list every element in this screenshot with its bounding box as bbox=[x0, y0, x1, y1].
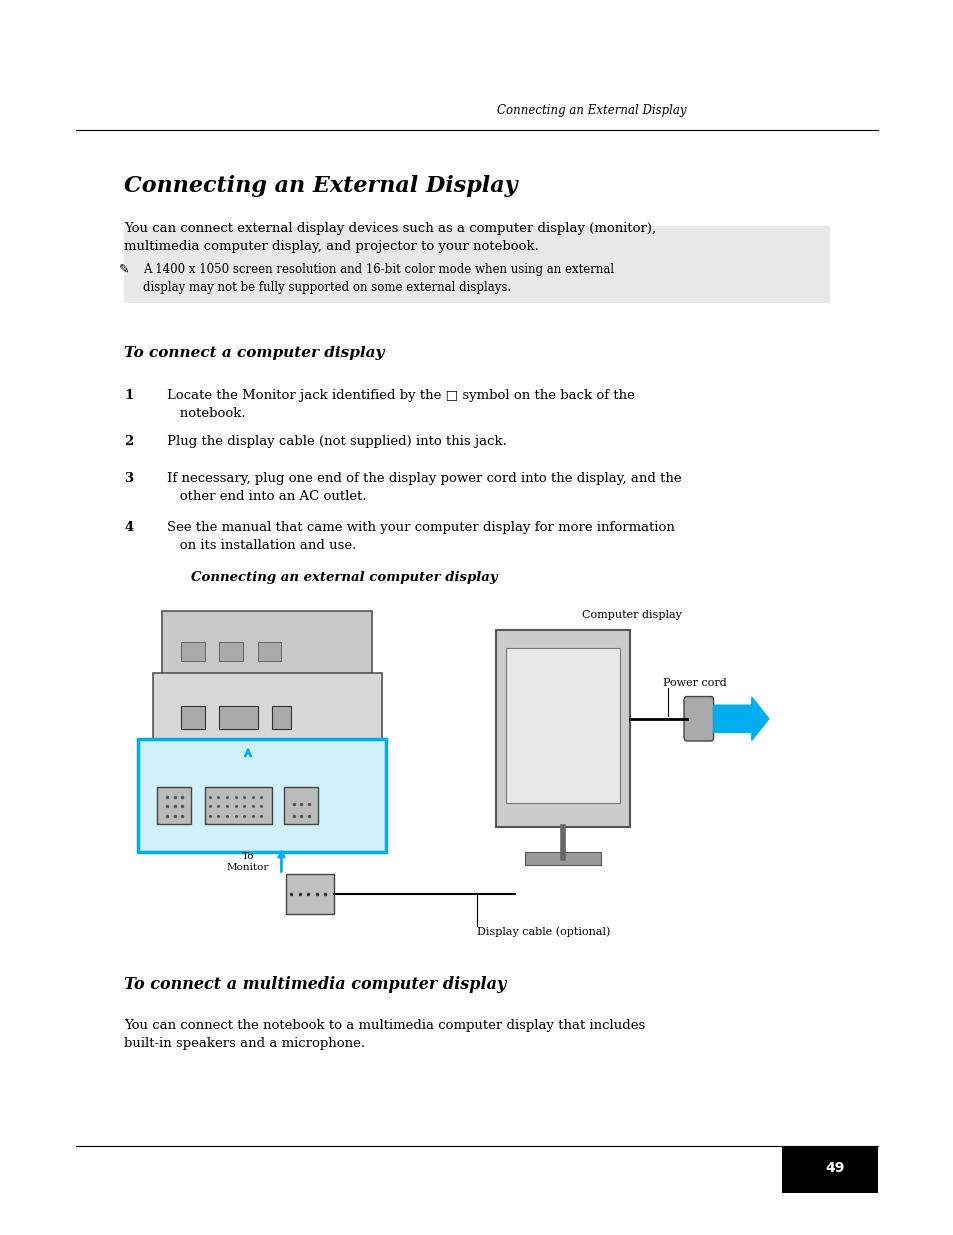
Text: To connect a multimedia computer display: To connect a multimedia computer display bbox=[124, 976, 506, 993]
Text: ✎: ✎ bbox=[119, 263, 130, 277]
Text: If necessary, plug one end of the display power cord into the display, and the
 : If necessary, plug one end of the displa… bbox=[167, 472, 680, 503]
Text: Plug the display cable (not supplied) into this jack.: Plug the display cable (not supplied) in… bbox=[167, 435, 506, 448]
FancyBboxPatch shape bbox=[284, 787, 317, 824]
FancyBboxPatch shape bbox=[524, 852, 600, 864]
FancyBboxPatch shape bbox=[505, 648, 619, 803]
Text: Computer display: Computer display bbox=[581, 610, 681, 620]
Text: Locate the Monitor jack identified by the □ symbol on the back of the
   noteboo: Locate the Monitor jack identified by th… bbox=[167, 389, 634, 420]
Text: A 1400 x 1050 screen resolution and 16-bit color mode when using an external
dis: A 1400 x 1050 screen resolution and 16-b… bbox=[143, 263, 614, 294]
FancyBboxPatch shape bbox=[219, 642, 243, 661]
FancyBboxPatch shape bbox=[181, 706, 205, 729]
Text: Connecting an External Display: Connecting an External Display bbox=[124, 175, 517, 198]
Text: See the manual that came with your computer display for more information
   on i: See the manual that came with your compu… bbox=[167, 521, 674, 552]
Text: Connecting an External Display: Connecting an External Display bbox=[497, 104, 686, 117]
Text: To connect a computer display: To connect a computer display bbox=[124, 346, 384, 359]
Text: You can connect the notebook to a multimedia computer display that includes
buil: You can connect the notebook to a multim… bbox=[124, 1019, 644, 1050]
FancyBboxPatch shape bbox=[138, 739, 386, 852]
Text: 3: 3 bbox=[124, 472, 133, 485]
Text: 4: 4 bbox=[124, 521, 133, 535]
FancyBboxPatch shape bbox=[152, 673, 381, 753]
Text: Power cord: Power cord bbox=[662, 678, 726, 688]
Text: Display cable (optional): Display cable (optional) bbox=[476, 926, 610, 937]
Text: To
Monitor: To Monitor bbox=[227, 852, 269, 872]
FancyBboxPatch shape bbox=[205, 787, 272, 824]
FancyBboxPatch shape bbox=[124, 226, 829, 303]
FancyBboxPatch shape bbox=[781, 1146, 877, 1193]
FancyBboxPatch shape bbox=[286, 874, 334, 914]
FancyBboxPatch shape bbox=[257, 642, 281, 661]
FancyBboxPatch shape bbox=[683, 697, 713, 741]
Text: 2: 2 bbox=[124, 435, 133, 448]
FancyArrow shape bbox=[713, 697, 768, 741]
Text: You can connect external display devices such as a computer display (monitor),
m: You can connect external display devices… bbox=[124, 222, 656, 253]
FancyBboxPatch shape bbox=[219, 706, 257, 729]
FancyBboxPatch shape bbox=[496, 630, 629, 827]
FancyBboxPatch shape bbox=[181, 642, 205, 661]
FancyBboxPatch shape bbox=[157, 787, 191, 824]
Text: 1: 1 bbox=[124, 389, 133, 403]
FancyBboxPatch shape bbox=[162, 611, 372, 679]
Text: Connecting an external computer display: Connecting an external computer display bbox=[191, 571, 497, 584]
FancyBboxPatch shape bbox=[272, 706, 291, 729]
Text: 49: 49 bbox=[824, 1161, 843, 1176]
